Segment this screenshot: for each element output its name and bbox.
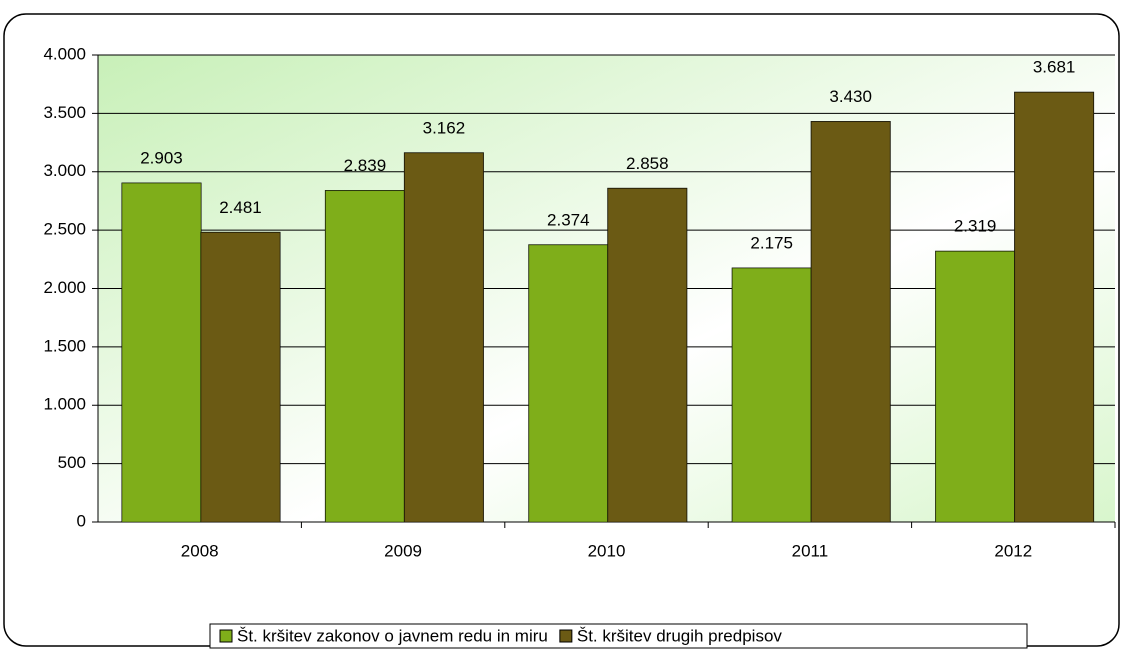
legend-swatch: [559, 629, 573, 643]
legend: Št. kršitev zakonov o javnem redu in mir…: [209, 623, 1028, 649]
bar: [121, 182, 202, 523]
x-tick-label: 2011: [792, 541, 829, 560]
bar: [1014, 91, 1095, 523]
bar: [528, 244, 609, 523]
value-label: 2.839: [344, 156, 387, 175]
y-tick-label: 3.500: [43, 103, 86, 122]
y-tick-label: 1.500: [43, 336, 86, 355]
y-tick-label: 4.000: [43, 44, 86, 63]
legend-swatch: [219, 629, 233, 643]
x-tick-label: 2008: [181, 541, 219, 560]
x-tick-label: 2012: [994, 541, 1032, 560]
legend-box: [209, 623, 1028, 649]
y-tick-label: 2.500: [43, 220, 86, 239]
legend-label: Št. kršitev drugih predpisov: [577, 626, 783, 645]
value-label: 2.481: [219, 198, 262, 217]
y-tick-label: 3.000: [43, 161, 86, 180]
bar: [403, 152, 484, 523]
y-tick-label: 500: [58, 453, 86, 472]
x-tick-label: 2009: [384, 541, 422, 560]
y-tick-label: 1.000: [43, 395, 86, 414]
bar: [324, 190, 405, 523]
value-label: 2.319: [954, 217, 997, 236]
y-tick-label: 2.000: [43, 278, 86, 297]
bar: [810, 121, 891, 523]
value-label: 2.858: [626, 154, 669, 173]
value-label: 3.681: [1033, 58, 1076, 77]
bar: [607, 187, 688, 523]
y-tick-label: 0: [77, 511, 86, 530]
value-label: 2.175: [750, 234, 793, 253]
bar: [935, 250, 1016, 523]
value-label: 2.374: [547, 210, 590, 229]
bar: [200, 231, 281, 523]
value-label: 3.162: [423, 118, 466, 137]
bar: [731, 267, 812, 523]
x-tick-label: 2010: [588, 541, 626, 560]
legend-label: Št. kršitev zakonov o javnem redu in mir…: [237, 626, 548, 645]
value-label: 2.903: [140, 149, 183, 168]
value-label: 3.430: [829, 87, 872, 106]
